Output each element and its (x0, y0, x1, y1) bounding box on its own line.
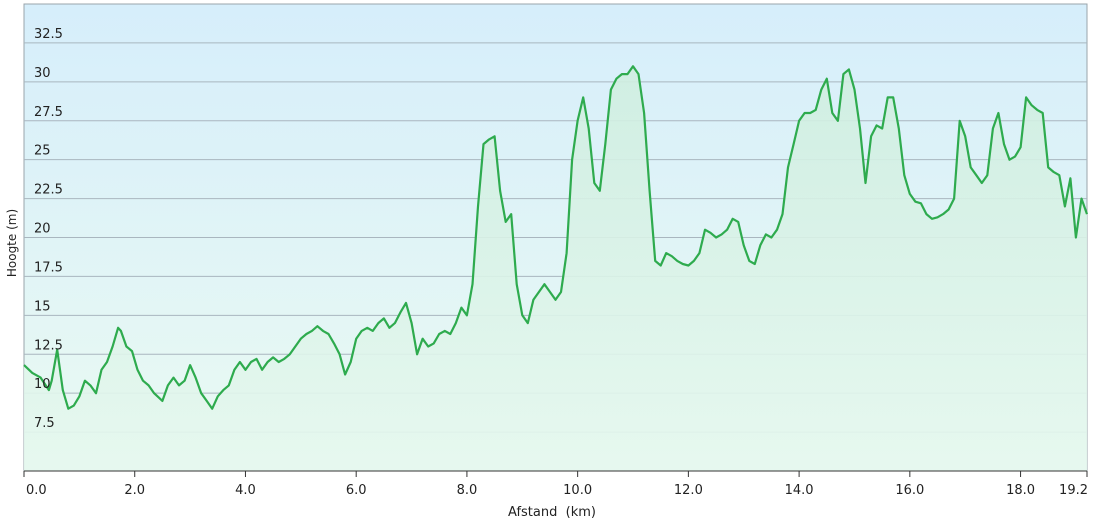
y-tick-label: 10 (34, 377, 51, 392)
y-tick-label: 15 (34, 299, 51, 314)
x-tick-label: 10.0 (563, 483, 592, 498)
y-tick-label: 25 (34, 144, 51, 159)
y-axis-ticks: 7.5 10 12.5 15 17.5 20 22.5 25 27.5 30 32.5 (34, 27, 63, 431)
y-tick-label: 30 (34, 66, 51, 81)
x-tick-label: 19.2 (1059, 483, 1088, 498)
x-tick-label: 0.0 (26, 483, 47, 498)
x-tick-label: 12.0 (674, 483, 703, 498)
y-tick-label: 12.5 (34, 338, 63, 353)
x-axis-label: Afstand (km) (508, 505, 596, 520)
x-tick-label: 8.0 (457, 483, 478, 498)
elevation-line (23, 65, 1089, 410)
x-tick-label: 6.0 (346, 483, 367, 498)
x-tick-label: 14.0 (785, 483, 814, 498)
y-tick-label: 17.5 (34, 260, 63, 275)
y-tick-label: 20 (34, 222, 51, 237)
x-tick-label: 4.0 (235, 483, 256, 498)
x-axis-ticks: 0.0 2.0 4.0 6.0 8.0 10.0 12.0 14.0 16.0 18.0 19.2 (23, 471, 1088, 498)
y-tick-label: 7.5 (34, 416, 55, 431)
y-tick-label: 27.5 (34, 105, 63, 120)
x-tick-label: 2.0 (124, 483, 145, 498)
elevation-area (24, 66, 1087, 472)
y-tick-label: 32.5 (34, 27, 63, 42)
x-tick-label: 16.0 (895, 483, 924, 498)
y-axis-label: Hoogte (m) (5, 209, 19, 277)
y-tick-label: 22.5 (34, 183, 63, 198)
x-tick-label: 18.0 (1006, 483, 1035, 498)
